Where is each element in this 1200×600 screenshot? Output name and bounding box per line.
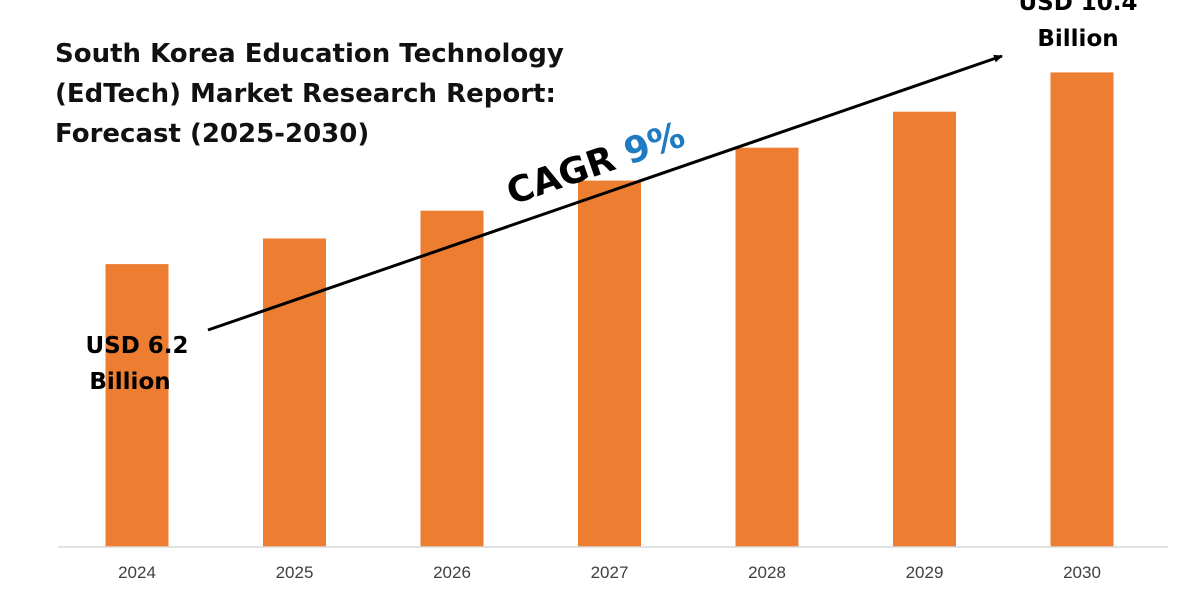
x-tick-label-2029: 2029 bbox=[906, 563, 944, 582]
cagr-arrow bbox=[207, 54, 1003, 332]
x-axis-ticks: 2024 2025 2026 2027 2028 2029 2030 bbox=[118, 563, 1101, 582]
bar-2024 bbox=[105, 264, 169, 547]
title-line-3: Forecast (2025-2030) bbox=[55, 119, 369, 149]
x-tick-label-2027: 2027 bbox=[591, 563, 629, 582]
title-line-1: South Korea Education Technology bbox=[55, 39, 564, 69]
bar-2029 bbox=[893, 111, 956, 547]
chart-title: South Korea Education Technology (EdTech… bbox=[55, 39, 564, 149]
bar-series bbox=[105, 72, 1114, 548]
end-value-annotation: USD 10.4 Billion bbox=[1018, 0, 1137, 52]
start-value-annotation: USD 6.2 Billion bbox=[85, 333, 188, 395]
bar-2027 bbox=[578, 180, 641, 547]
bar-2026 bbox=[420, 210, 484, 547]
start-value-line-1: USD 6.2 bbox=[85, 333, 188, 359]
bar-2030 bbox=[1050, 72, 1114, 548]
end-value-line-2: Billion bbox=[1037, 26, 1118, 52]
x-tick-label-2025: 2025 bbox=[276, 563, 314, 582]
x-tick-label-2030: 2030 bbox=[1063, 563, 1101, 582]
start-value-line-2: Billion bbox=[89, 369, 170, 395]
x-tick-label-2024: 2024 bbox=[118, 563, 156, 582]
title-line-2: (EdTech) Market Research Report: bbox=[55, 79, 556, 109]
bar-2025 bbox=[263, 238, 326, 547]
cagr-value: 9% bbox=[619, 114, 690, 173]
x-tick-label-2026: 2026 bbox=[433, 563, 471, 582]
bar-2028 bbox=[735, 147, 799, 547]
end-value-line-1: USD 10.4 bbox=[1018, 0, 1137, 16]
x-tick-label-2028: 2028 bbox=[748, 563, 786, 582]
